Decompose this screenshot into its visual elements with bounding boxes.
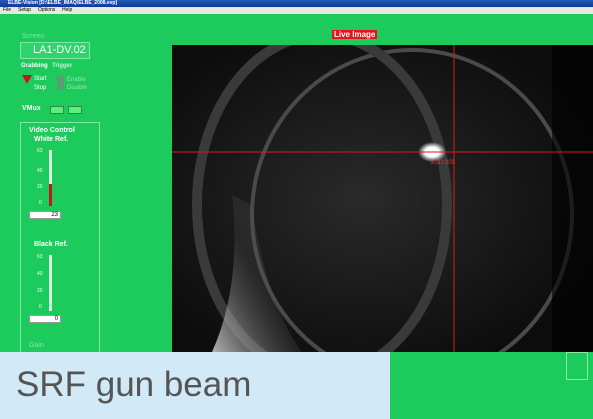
- slider-tick: 20: [37, 288, 43, 294]
- video-control-panel: Video Control White Ref. 63 40 20 0 23 B…: [20, 122, 100, 357]
- caption-box: SRF gun beam: [0, 352, 390, 419]
- slider-fill: [49, 184, 52, 206]
- label: Screen: [22, 33, 45, 40]
- led: [50, 106, 64, 114]
- live-image: 503 / 203: [172, 45, 593, 352]
- icon: [566, 352, 588, 380]
- label: Video Control: [29, 127, 75, 134]
- slider-tick: 0: [39, 304, 42, 310]
- led: [68, 106, 82, 114]
- crosshair-label: 503 / 203: [430, 160, 456, 166]
- slider-tick: 40: [37, 168, 43, 174]
- screen-value: LA1-DV.02: [33, 44, 86, 56]
- slider-tick: 63: [37, 254, 43, 260]
- value-box[interactable]: 0: [29, 315, 61, 323]
- start-stop-switch[interactable]: [22, 75, 32, 84]
- slider-track[interactable]: [49, 150, 52, 206]
- screen-select[interactable]: LA1-DV.02: [20, 42, 90, 59]
- image-title: Live Image: [332, 30, 378, 39]
- label: Stop: [34, 85, 47, 91]
- slider-track[interactable]: [49, 255, 52, 311]
- menu-item[interactable]: Options: [38, 7, 56, 13]
- label: Start: [34, 76, 47, 82]
- label: Trigger: [52, 63, 73, 69]
- menu-item[interactable]: File: [3, 7, 12, 13]
- slider-tick: 40: [37, 271, 43, 277]
- label: White Ref.: [34, 136, 69, 143]
- label: Disable: [67, 85, 88, 91]
- slider-tick: 0: [39, 200, 42, 206]
- menu-bar: File Setup Options Help: [0, 7, 593, 14]
- enable-switch[interactable]: [57, 76, 64, 90]
- label: Grabbing: [21, 63, 48, 69]
- value-box[interactable]: 23: [29, 211, 61, 219]
- window-title: ELBE-Vision [D:\ELBE_IMAQ\ELBE_2008.evp]: [8, 0, 118, 6]
- title-bar: ELBE-Vision [D:\ELBE_IMAQ\ELBE_2008.evp]: [0, 0, 593, 7]
- label: Black Ref.: [34, 241, 68, 248]
- menu-item[interactable]: Help: [62, 7, 73, 13]
- slider-tick: 63: [37, 148, 43, 154]
- label: Enable: [67, 77, 86, 83]
- label: Gain: [29, 342, 44, 349]
- caption: SRF gun beam: [16, 365, 252, 404]
- label: VMux: [22, 105, 41, 112]
- menu-item[interactable]: Setup: [18, 7, 32, 13]
- slider-tick: 20: [37, 184, 43, 190]
